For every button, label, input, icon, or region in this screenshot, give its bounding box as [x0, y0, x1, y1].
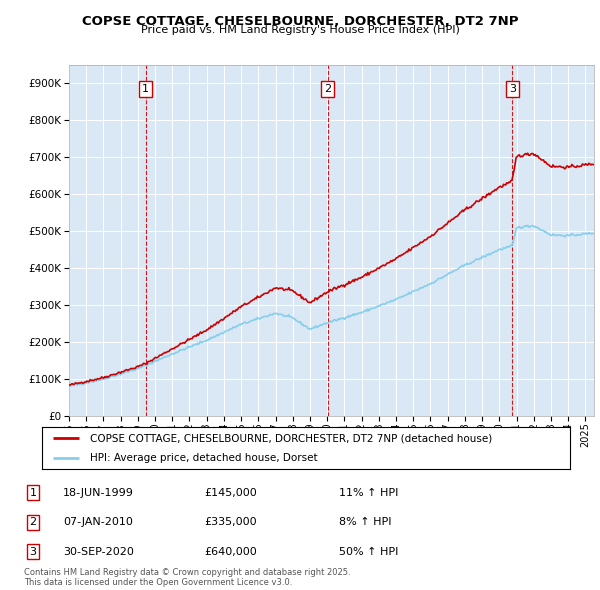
Text: 1: 1	[142, 84, 149, 94]
Text: 07-JAN-2010: 07-JAN-2010	[63, 517, 133, 527]
Text: £145,000: £145,000	[204, 488, 257, 497]
Text: Contains HM Land Registry data © Crown copyright and database right 2025.
This d: Contains HM Land Registry data © Crown c…	[24, 568, 350, 587]
Text: 1: 1	[29, 488, 37, 497]
Text: 18-JUN-1999: 18-JUN-1999	[63, 488, 134, 497]
Text: £640,000: £640,000	[204, 547, 257, 556]
Text: 2: 2	[324, 84, 331, 94]
Text: Price paid vs. HM Land Registry's House Price Index (HPI): Price paid vs. HM Land Registry's House …	[140, 25, 460, 35]
Text: 2: 2	[29, 517, 37, 527]
Text: COPSE COTTAGE, CHESELBOURNE, DORCHESTER, DT2 7NP: COPSE COTTAGE, CHESELBOURNE, DORCHESTER,…	[82, 15, 518, 28]
Text: 3: 3	[29, 547, 37, 556]
Text: 3: 3	[509, 84, 516, 94]
Text: 30-SEP-2020: 30-SEP-2020	[63, 547, 134, 556]
Text: 11% ↑ HPI: 11% ↑ HPI	[339, 488, 398, 497]
Text: 8% ↑ HPI: 8% ↑ HPI	[339, 517, 391, 527]
Text: HPI: Average price, detached house, Dorset: HPI: Average price, detached house, Dors…	[89, 453, 317, 463]
Text: £335,000: £335,000	[204, 517, 257, 527]
Text: 50% ↑ HPI: 50% ↑ HPI	[339, 547, 398, 556]
Text: COPSE COTTAGE, CHESELBOURNE, DORCHESTER, DT2 7NP (detached house): COPSE COTTAGE, CHESELBOURNE, DORCHESTER,…	[89, 433, 492, 443]
